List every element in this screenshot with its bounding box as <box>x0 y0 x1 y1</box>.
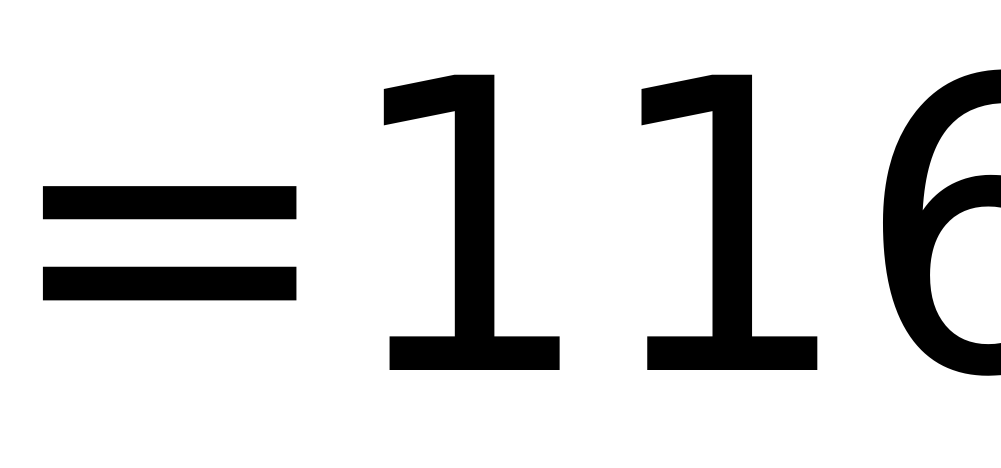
large-text: =116 <box>0 0 1001 466</box>
canvas: =116 <box>0 0 1001 466</box>
